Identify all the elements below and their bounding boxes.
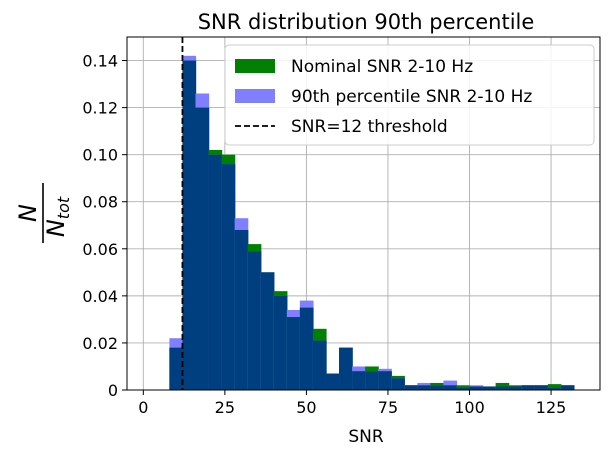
bar-overlap-3: [208, 154, 223, 390]
bar-overlap-29: [547, 387, 562, 390]
y-axis-label-numerator: N: [14, 204, 42, 222]
bar-overlap-25: [495, 386, 510, 390]
bar-overlap-8: [273, 295, 288, 390]
bar-overlap-1: [182, 60, 197, 391]
legend-label-90th: 90th percentile SNR 2-10 Hz: [291, 87, 532, 107]
bar-overlap-23: [469, 386, 484, 390]
plot-frame: [126, 36, 601, 391]
bar-overlap-17: [391, 378, 405, 390]
bar-overlap-16: [378, 371, 392, 390]
bar-overlap-30: [560, 385, 575, 390]
legend: Nominal SNR 2-10 Hz 90th percentile SNR 2…: [224, 44, 595, 146]
legend-label-nominal: Nominal SNR 2-10 Hz: [291, 57, 473, 77]
x-tick-label-1: 25: [215, 398, 235, 417]
legend-box: [224, 44, 595, 146]
bar-overlap-4: [221, 164, 236, 390]
bar-overlap-27: [521, 385, 536, 390]
y-tick-label-6: 0.12: [82, 99, 118, 118]
y-tick-label-5: 0.10: [82, 146, 118, 165]
bar-overlap-2: [195, 107, 210, 390]
x-tick-label-0: 0: [138, 398, 148, 417]
y-tick-label-2: 0.04: [82, 287, 118, 306]
legend-swatch-nominal: [235, 59, 275, 73]
y-tick-label-1: 0.02: [82, 334, 118, 353]
bar-overlap-21: [443, 385, 458, 390]
y-tick-label-0: 0: [108, 381, 118, 400]
bar-overlap-14: [352, 371, 366, 390]
bar-overlap-26: [508, 386, 523, 390]
legend-label-threshold: SNR=12 threshold: [291, 117, 448, 137]
bar-overlap-9: [286, 317, 301, 390]
bar-overlap-12: [325, 373, 340, 390]
bar-overlap-24: [482, 386, 497, 390]
bar-overlap-15: [365, 371, 379, 390]
x-tick-label-3: 75: [378, 398, 398, 417]
bar-overlap-22: [456, 387, 471, 390]
bar-overlap-11: [312, 340, 327, 390]
bar-overlap-6: [247, 251, 262, 390]
bar-overlap-7: [260, 272, 275, 390]
x-axis-label: SNR: [348, 427, 384, 447]
y-tick-label-4: 0.08: [82, 193, 118, 212]
bar-nominal-29: [547, 384, 562, 390]
bar-overlap-13: [339, 347, 353, 390]
bar-overlap-28: [534, 385, 549, 390]
bar-overlap-10: [299, 307, 314, 390]
bar-overlap-18: [404, 385, 418, 390]
bar-overlap-20: [430, 385, 445, 390]
x-axis-ticks: 0 25 50 75 100 125: [138, 390, 566, 417]
x-tick-label-2: 50: [296, 398, 316, 417]
y-axis-label-denominator: Ntot: [42, 196, 73, 237]
bar-overlap-5: [234, 229, 249, 390]
chart-title: SNR distribution 90th percentile: [198, 10, 535, 34]
legend-swatch-90th: [235, 89, 275, 103]
y-axis-label: N Ntot: [14, 183, 73, 243]
histogram-bars: [169, 55, 575, 391]
bar-overlap-19: [417, 385, 431, 390]
y-tick-label-7: 0.14: [82, 52, 118, 71]
x-tick-label-4: 100: [454, 398, 485, 417]
y-axis-ticks: 0 0.02 0.04 0.06 0.08 0.10 0.12 0.14: [82, 52, 127, 400]
y-tick-label-3: 0.06: [82, 240, 118, 259]
x-tick-label-5: 125: [536, 398, 567, 417]
bar-overlap-0: [169, 347, 184, 390]
